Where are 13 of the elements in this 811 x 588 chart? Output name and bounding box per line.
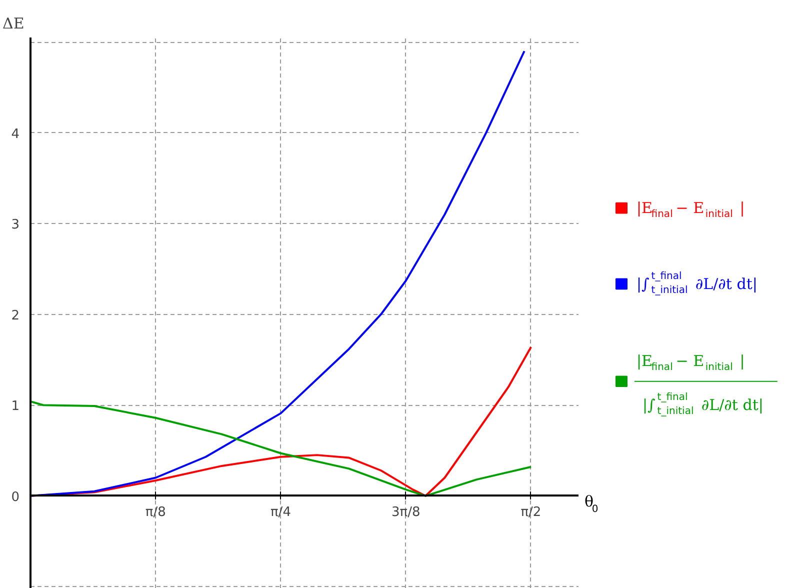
line-series xyxy=(30,400,532,497)
y-axis-title: ΔE xyxy=(2,14,24,32)
y-tick-label: 1 xyxy=(11,399,20,414)
y-tick-label: 2 xyxy=(11,308,20,324)
x-tick-label: π/2 xyxy=(520,504,542,520)
line-series xyxy=(30,346,532,497)
x-tick-label: π/8 xyxy=(145,504,166,520)
x-tick-label: 3π/8 xyxy=(391,504,420,520)
line-series xyxy=(30,50,526,497)
y-tick-label: 3 xyxy=(11,218,20,233)
x-tick-label: π/4 xyxy=(270,504,291,520)
y-tick-label: 4 xyxy=(11,126,20,142)
y-tick-label: 0 xyxy=(11,490,20,505)
